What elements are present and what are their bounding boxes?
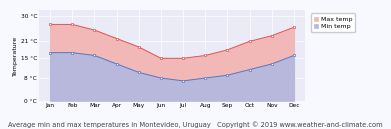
Point <box>291 26 297 28</box>
Point <box>269 63 275 65</box>
Point <box>47 23 53 25</box>
Point <box>136 71 142 73</box>
Point <box>69 23 75 25</box>
Point <box>113 38 120 40</box>
Point <box>180 57 186 59</box>
Point <box>202 54 208 57</box>
Point <box>91 54 98 57</box>
Point <box>113 63 120 65</box>
Point <box>269 35 275 37</box>
Point <box>136 46 142 48</box>
Point <box>246 68 253 71</box>
Point <box>224 49 231 51</box>
Point <box>158 57 164 59</box>
Point <box>69 52 75 54</box>
Point <box>224 74 231 76</box>
Y-axis label: Temperature: Temperature <box>13 35 18 76</box>
Text: Average min and max temperatures in Montevideo, Uruguay   Copyright © 2019 www.w: Average min and max temperatures in Mont… <box>8 121 383 128</box>
Point <box>202 77 208 79</box>
Point <box>158 77 164 79</box>
Legend: Max temp, Min temp: Max temp, Min temp <box>311 13 355 32</box>
Point <box>180 80 186 82</box>
Point <box>47 52 53 54</box>
Point <box>246 40 253 42</box>
Point <box>91 29 98 31</box>
Point <box>291 54 297 57</box>
